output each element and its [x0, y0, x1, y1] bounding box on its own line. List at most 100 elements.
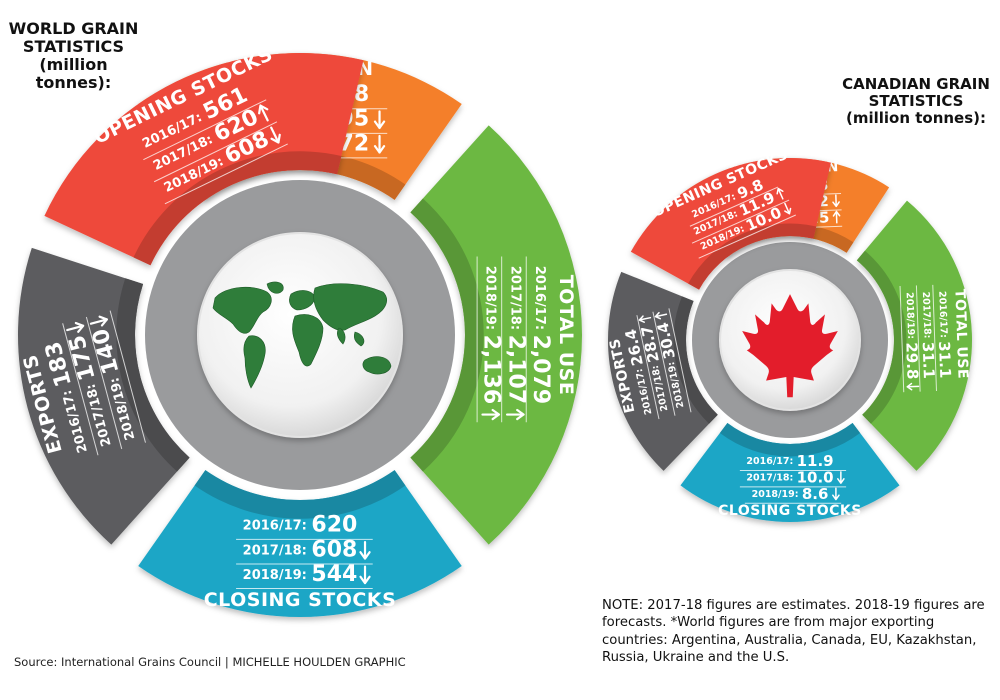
arrow-down-icon — [373, 110, 386, 130]
canada-heading-line-1: CANADIAN GRAIN — [842, 75, 990, 93]
canada-closing-stocks-row: 2016/17: 11.9 — [739, 452, 847, 471]
world-heading-line-2: STATISTICS — [22, 36, 125, 56]
arrow-down-icon — [837, 471, 845, 484]
canada-heading-line-2: STATISTICS — [868, 91, 964, 110]
arrow-down-icon — [359, 540, 371, 560]
year-label: 2017/18: — [920, 291, 933, 342]
world-total-use-row: 2017/18: 2,107 — [501, 256, 528, 423]
value-label: 11.9 — [797, 452, 834, 470]
arrow-down-icon — [784, 202, 792, 215]
value-label: 544 — [311, 562, 357, 587]
year-label: 2016/17: — [937, 291, 950, 342]
row-divider — [85, 316, 123, 450]
world-heading-line-3: (million tonnes): — [35, 54, 112, 92]
canada-closing-stocks-row: 2017/18: 10.0 — [739, 468, 847, 488]
row-divider — [636, 315, 660, 420]
year-label: 2016/17: — [746, 456, 796, 467]
arrow-down-icon — [832, 194, 840, 208]
year-label: 2017/18: — [746, 472, 796, 483]
year-label: 2016/17: — [243, 518, 312, 533]
continent-shape — [313, 283, 387, 331]
canada-segment-closing-stocks-inner-band — [719, 423, 861, 457]
world-segment-closing-stocks-inner-band — [194, 470, 406, 519]
arrow-down-icon — [66, 321, 85, 333]
arrow-down-icon — [832, 487, 840, 501]
year-label: 2018/19: — [243, 567, 312, 582]
world-segment-closing-stocks-shape — [138, 470, 462, 617]
row-divider — [689, 186, 779, 227]
row-divider — [698, 214, 796, 259]
world-segment-total-use-shape — [410, 125, 582, 545]
footnote: NOTE: 2017-18 figures are estimates. 201… — [602, 598, 985, 666]
year-label: 2018/19: — [483, 266, 498, 335]
value-label: 2,079 — [528, 335, 553, 405]
value-label: 31.1 — [936, 341, 955, 379]
continent-shape — [212, 286, 272, 334]
canada-closing-stocks-row-text: 2016/17: 11.9 — [746, 452, 833, 470]
world-segment-exports-inner-band — [116, 278, 190, 472]
row-divider — [153, 121, 278, 183]
row-divider — [62, 323, 99, 456]
canada-closing-stocks-row-text: 2017/18: 10.0 — [746, 468, 833, 486]
world-heading: WORLD GRAIN STATISTICS (million tonnes): — [6, 20, 141, 92]
row-divider — [915, 285, 921, 392]
arrow-down-icon — [359, 565, 371, 585]
canada-segment-opening-stocks-inner-band — [688, 223, 817, 290]
arrow-up-icon — [654, 311, 668, 320]
world-total-use-row-text: 2017/18: 2,107 — [503, 266, 528, 404]
arrow-up-icon — [776, 187, 784, 200]
world-total-use-row-text: 2016/17: 2,079 — [528, 266, 553, 404]
world-map-icon — [212, 281, 392, 389]
year-label: 2016/17: — [532, 266, 547, 335]
arrow-down-icon — [373, 134, 386, 154]
canada-total-use-title: TOTAL USE — [951, 289, 970, 380]
world-segment-opening-stocks-shape — [44, 52, 364, 266]
arrow-down-icon — [906, 382, 920, 391]
world-closing-stocks-row: 2017/18: 608 — [236, 537, 373, 565]
value-label: 2,107 — [503, 335, 528, 405]
canada-total-use-row: 2018/19: 29.8 — [899, 285, 922, 393]
world-closing-stocks-row-text: 2018/19: 544 — [243, 562, 358, 587]
value-label: 8.6 — [802, 484, 829, 502]
world-total-use-row: 2016/17: 2,079 — [525, 256, 553, 423]
arrow-up-icon — [481, 408, 501, 421]
arrow-up-icon — [505, 408, 525, 421]
year-label: 2018/19: — [752, 488, 802, 499]
value-label: 10.0 — [797, 468, 834, 486]
canada-heading: CANADIAN GRAIN STATISTICS (million tonne… — [836, 76, 996, 126]
canada-total-use-row-text: 2018/19: 29.8 — [901, 292, 922, 380]
canada-total-use-row-text: 2016/17: 31.1 — [934, 291, 955, 379]
world-closing-stocks-row-text: 2016/17: 620 — [243, 513, 358, 538]
continent-shape — [362, 356, 392, 375]
row-divider — [932, 284, 937, 392]
maple-leaf-icon — [742, 294, 838, 398]
continent-shape — [289, 290, 316, 311]
year-label: 2018/19: — [904, 292, 917, 343]
value-label: 31.1 — [919, 341, 938, 379]
row-divider — [143, 99, 267, 161]
world-segment-exports-shape — [18, 247, 190, 545]
continent-shape — [292, 314, 324, 367]
world-closing-stocks-row: 2018/19: 544 — [236, 562, 373, 590]
world-heading-line-1: WORLD GRAIN — [8, 19, 139, 38]
value-label: 608 — [311, 537, 357, 562]
value-label: 620 — [311, 513, 357, 538]
world-segment-opening-stocks-inner-band — [133, 151, 342, 266]
canada-closing-stocks-title: CLOSING STOCKS — [718, 503, 862, 519]
world-closing-stocks-row-text: 2017/18: 608 — [243, 537, 358, 562]
canada-heading-line-3: (million tonnes): — [845, 108, 987, 127]
world-total-use-title: TOTAL USE — [555, 275, 577, 396]
world-segment-total-use-inner-band — [410, 198, 484, 472]
arrow-down-icon — [270, 126, 281, 144]
world-closing-stocks-title: CLOSING STOCKS — [204, 589, 397, 611]
canada-closing-stocks-row: 2018/19: 8.6 — [744, 484, 842, 504]
canada-segment-total-use-inner-band — [856, 250, 907, 424]
continent-shape — [243, 335, 266, 389]
